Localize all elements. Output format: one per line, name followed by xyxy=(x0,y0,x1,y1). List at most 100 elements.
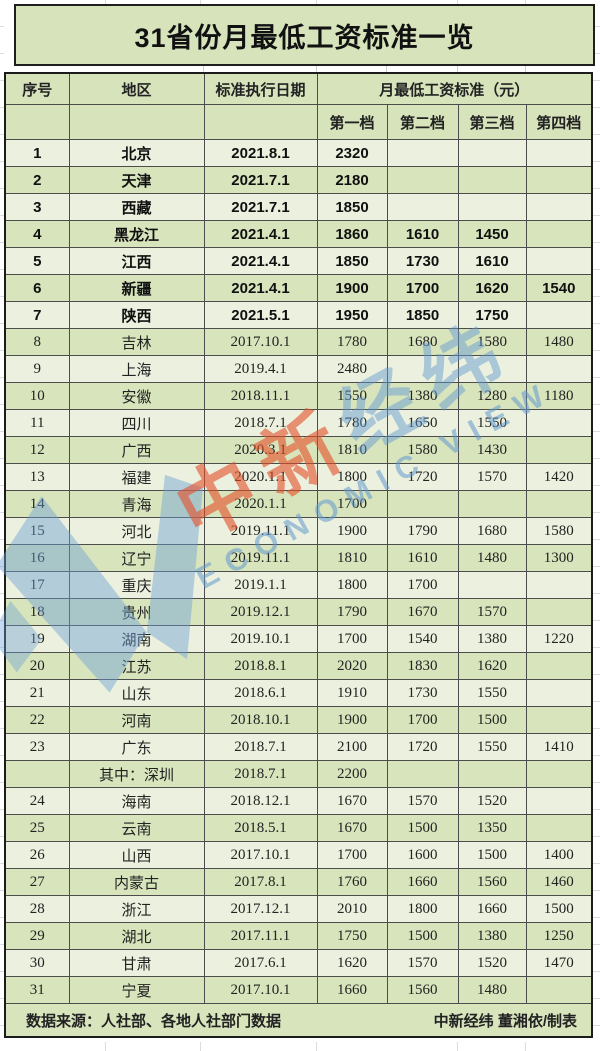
cell-region: 西藏 xyxy=(68,193,205,221)
cell-date: 2017.12.1 xyxy=(203,895,318,923)
cell-tier4 xyxy=(525,166,593,194)
cell-tier3: 1550 xyxy=(457,733,527,761)
header-region: 地区 xyxy=(68,72,205,105)
cell-date: 2018.5.1 xyxy=(203,814,318,842)
cell-tier1: 2200 xyxy=(316,760,388,788)
cell-region: 湖南 xyxy=(68,625,205,653)
table-row: 20 江苏 2018.8.1 2020 1830 1620 xyxy=(4,652,593,680)
table-row: 27 内蒙古 2017.8.1 1760 1660 1560 1460 xyxy=(4,868,593,896)
cell-tier3 xyxy=(457,760,527,788)
cell-no: 24 xyxy=(4,787,70,815)
table-row: 19 湖南 2019.10.1 1700 1540 1380 1220 xyxy=(4,625,593,653)
cell-tier2: 1380 xyxy=(386,382,459,410)
cell-tier2: 1830 xyxy=(386,652,459,680)
cell-region: 新疆 xyxy=(68,274,205,302)
table-row: 10 安徽 2018.11.1 1550 1380 1280 1180 xyxy=(4,382,593,410)
cell-tier4: 1220 xyxy=(525,625,593,653)
cell-tier3: 1660 xyxy=(457,895,527,923)
cell-tier3: 1550 xyxy=(457,409,527,437)
cell-tier4 xyxy=(525,652,593,680)
cell-region: 海南 xyxy=(68,787,205,815)
cell-tier2: 1610 xyxy=(386,544,459,572)
cell-no: 16 xyxy=(4,544,70,572)
cell-tier4: 1480 xyxy=(525,328,593,356)
cell-no: 3 xyxy=(4,193,70,221)
cell-tier1: 1700 xyxy=(316,841,388,869)
cell-tier1: 1800 xyxy=(316,571,388,599)
cell-tier3: 1430 xyxy=(457,436,527,464)
cell-tier3 xyxy=(457,355,527,383)
cell-tier4 xyxy=(525,139,593,167)
cell-tier3: 1500 xyxy=(457,706,527,734)
cell-tier1: 1850 xyxy=(316,247,388,275)
cell-tier2: 1610 xyxy=(386,220,459,248)
cell-date: 2021.7.1 xyxy=(203,193,318,221)
cell-no: 31 xyxy=(4,976,70,1004)
cell-tier3 xyxy=(457,193,527,221)
cell-tier1: 1550 xyxy=(316,382,388,410)
cell-tier2: 1500 xyxy=(386,922,459,950)
cell-no: 10 xyxy=(4,382,70,410)
cell-tier3: 1610 xyxy=(457,247,527,275)
cell-date: 2017.10.1 xyxy=(203,328,318,356)
cell-tier2 xyxy=(386,193,459,221)
cell-tier1: 1620 xyxy=(316,949,388,977)
cell-region: 北京 xyxy=(68,139,205,167)
cell-tier1: 1910 xyxy=(316,679,388,707)
header-tier-4: 第四档 xyxy=(525,104,593,140)
cell-tier1: 1700 xyxy=(316,490,388,518)
cell-date: 2018.7.1 xyxy=(203,760,318,788)
cell-no: 17 xyxy=(4,571,70,599)
cell-tier4 xyxy=(525,220,593,248)
credit-note: 中新经纬 董湘依/制表 xyxy=(433,1012,578,1030)
cell-tier1: 1760 xyxy=(316,868,388,896)
cell-tier3: 1680 xyxy=(457,517,527,545)
cell-tier3 xyxy=(457,571,527,599)
cell-region: 河北 xyxy=(68,517,205,545)
cell-date: 2021.4.1 xyxy=(203,220,318,248)
cell-tier2: 1700 xyxy=(386,274,459,302)
cell-tier3: 1570 xyxy=(457,598,527,626)
cell-region: 云南 xyxy=(68,814,205,842)
cell-tier4 xyxy=(525,679,593,707)
cell-tier2: 1580 xyxy=(386,436,459,464)
cell-tier1: 1670 xyxy=(316,814,388,842)
cell-tier2: 1600 xyxy=(386,841,459,869)
cell-tier3: 1480 xyxy=(457,976,527,1004)
cell-tier1: 2180 xyxy=(316,166,388,194)
cell-tier4 xyxy=(525,976,593,1004)
table-row: 22 河南 2018.10.1 1900 1700 1500 xyxy=(4,706,593,734)
cell-tier4: 1540 xyxy=(525,274,593,302)
table-row: 26 山西 2017.10.1 1700 1600 1500 1400 xyxy=(4,841,593,869)
cell-tier1: 1750 xyxy=(316,922,388,950)
cell-region: 江西 xyxy=(68,247,205,275)
cell-tier2: 1540 xyxy=(386,625,459,653)
header-row-tiers: 第一档 第二档 第三档 第四档 xyxy=(4,104,593,140)
cell-tier1: 1810 xyxy=(316,436,388,464)
cell-tier4 xyxy=(525,355,593,383)
cell-region: 青海 xyxy=(68,490,205,518)
cell-no: 13 xyxy=(4,463,70,491)
cell-tier3: 1380 xyxy=(457,625,527,653)
cell-tier3: 1560 xyxy=(457,868,527,896)
cell-tier4: 1250 xyxy=(525,922,593,950)
table-row: 17 重庆 2019.1.1 1800 1700 xyxy=(4,571,593,599)
table-row: 13 福建 2020.1.1 1800 1720 1570 1420 xyxy=(4,463,593,491)
cell-no: 12 xyxy=(4,436,70,464)
margin-gridlines-bottom xyxy=(0,1042,600,1051)
header-tier-1: 第一档 xyxy=(316,104,388,140)
footer-row: 数据来源：人社部、各地人社部门数据 中新经纬 董湘依/制表 xyxy=(4,1003,593,1038)
cell-tier3: 1550 xyxy=(457,679,527,707)
cell-tier4 xyxy=(525,571,593,599)
cell-date: 2019.11.1 xyxy=(203,517,318,545)
cell-region: 贵州 xyxy=(68,598,205,626)
table-row: 4 黑龙江 2021.4.1 1860 1610 1450 xyxy=(4,220,593,248)
cell-tier2 xyxy=(386,166,459,194)
cell-tier3: 1280 xyxy=(457,382,527,410)
header-tier-3: 第三档 xyxy=(457,104,527,140)
cell-region: 陕西 xyxy=(68,301,205,329)
table-row: 31 宁夏 2017.10.1 1660 1560 1480 xyxy=(4,976,593,1004)
table-row: 12 广西 2020.3.1 1810 1580 1430 xyxy=(4,436,593,464)
cell-region: 山东 xyxy=(68,679,205,707)
cell-tier3: 1500 xyxy=(457,841,527,869)
